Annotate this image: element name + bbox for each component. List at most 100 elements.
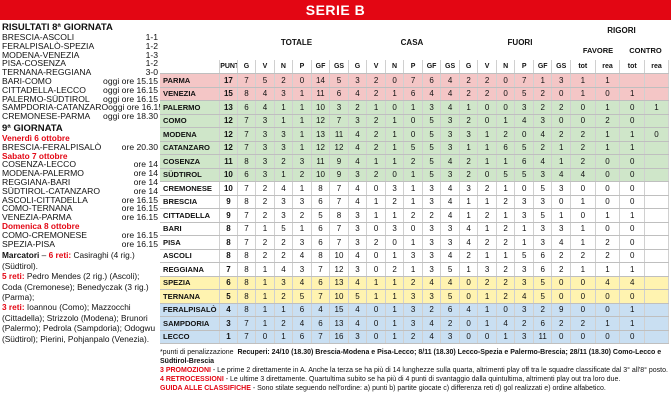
- stat-cell: 4: [551, 168, 571, 182]
- stat-cell: 6: [403, 87, 423, 101]
- stat-cell: 1: [366, 195, 386, 209]
- stat-cell: 6: [533, 262, 553, 277]
- stat-cell: 4: [440, 195, 460, 209]
- result-row: TERNANA-REGGIANA 3-0: [2, 68, 158, 77]
- rule-note: GUIDA ALLE CLASSIFICHE - Sono stilate se…: [160, 384, 669, 393]
- stat-cell: 1: [477, 195, 497, 209]
- stat-cell: 2: [255, 195, 275, 209]
- stat-cell: 3: [514, 303, 534, 317]
- stat-cell: 3: [274, 87, 294, 101]
- stat-cell: 10: [329, 289, 349, 304]
- stat-cell: 2: [570, 141, 596, 155]
- stat-cell: 1: [385, 141, 405, 155]
- stat-cell: 3: [533, 222, 553, 236]
- stat-cell: 4: [422, 87, 442, 101]
- result-row: SAMPDORIA-CATANZARO oggi ore 16.15: [2, 103, 163, 112]
- stat-cell: 0: [366, 249, 386, 263]
- stat-cell: 2: [403, 154, 423, 169]
- stat-cell: 1: [255, 303, 275, 317]
- stat-cell: 0: [570, 289, 596, 304]
- stat-cell: 1: [366, 100, 386, 115]
- stat-cell: 4: [348, 249, 368, 263]
- stat-cell: 1: [403, 262, 423, 277]
- stat-cell: 5: [311, 208, 331, 223]
- match-score: oggi ore 16.15: [103, 84, 158, 95]
- stat-cell: 1: [292, 87, 312, 101]
- match-score: ore 16.15: [121, 203, 158, 214]
- match-score: 3-0: [145, 67, 158, 78]
- stat-cell: 3: [292, 262, 312, 277]
- stat-cell: 3: [514, 195, 534, 209]
- stat-cell: 4: [348, 127, 368, 142]
- stat-cell: 0: [551, 330, 571, 344]
- stat-cell: 2: [496, 127, 516, 142]
- stat-cell: 0: [403, 127, 423, 142]
- column-header: GS: [329, 60, 349, 74]
- stat-cell: 0: [595, 181, 621, 196]
- match-name: VENEZIA-PARMA: [2, 212, 72, 223]
- fixture-row: COMO-CREMONESE ore 16.15: [2, 229, 158, 240]
- stat-cell: 6: [496, 141, 516, 155]
- stat-cell: 2: [533, 303, 553, 317]
- stat-cell: 3: [422, 249, 442, 263]
- stat-cell: 0: [366, 222, 386, 236]
- stat-cell: 1: [477, 249, 497, 263]
- stat-cell: 1: [619, 316, 646, 331]
- column-header-row: PUNTIGVNPGFGSGVNPGFGSGVNPGFGStotreatotre…: [160, 60, 669, 74]
- team-points: 10: [219, 181, 238, 196]
- stat-cell: 2: [533, 87, 553, 101]
- stat-cell: 0: [403, 222, 423, 236]
- stat-cell: 7: [237, 127, 257, 142]
- stat-cell: 1: [570, 222, 596, 236]
- match-score: 1-2: [145, 58, 158, 69]
- stat-cell: 2: [459, 114, 479, 128]
- column-header: PUNTI: [219, 60, 238, 74]
- stat-cell: 3: [292, 235, 312, 250]
- stat-cell: 1: [533, 73, 553, 88]
- stat-cell: 3: [440, 141, 460, 155]
- stat-cell: 0: [619, 168, 646, 182]
- subgroup-contro: CONTRO: [629, 46, 662, 55]
- match-score: 1-2: [145, 40, 158, 51]
- stat-cell: 5: [440, 289, 460, 304]
- table-row: MODENA 12 7 3 3 1 13 11 4 2 1 0 5 3 3 1 2 0 4 2 2 1 1 0: [160, 127, 669, 142]
- stat-cell: 0: [459, 316, 479, 331]
- stat-cell: 2: [366, 168, 386, 182]
- stat-cell: 2: [459, 249, 479, 263]
- stat-cell: 7: [237, 181, 257, 196]
- table-row: PALERMO 13 6 4 1 1 10 3 2 1 0 1 3 4 1 0 0 3 2 2 0 1 0 1: [160, 100, 669, 115]
- stat-cell: 1: [292, 181, 312, 196]
- stat-cell: 8: [237, 249, 257, 263]
- stat-cell: 0: [459, 289, 479, 304]
- results-title: RISULTATI 8ª GIORNATA: [2, 22, 113, 33]
- stat-cell: 1: [385, 249, 405, 263]
- stat-cell: 1: [570, 262, 596, 277]
- table-row: PARMA 17 7 5 2 0 14 5 3 2 0 7 6 4 2 2 0 7 1 3 1 1: [160, 73, 669, 88]
- stat-cell: 4: [292, 249, 312, 263]
- table-row: CREMONESE 10 7 2 4 1 8 7 4 0 3 1 3 4 3 2 1 0 5 3 0 0 0: [160, 181, 669, 196]
- stat-cell: 3: [533, 168, 553, 182]
- stat-cell: 4: [348, 316, 368, 331]
- penalty-note: *punti di penalizzazione: [160, 349, 234, 356]
- stat-cell: 3: [440, 222, 460, 236]
- stat-cell: 5: [348, 289, 368, 304]
- stat-cell: 3: [422, 289, 442, 304]
- stat-cell: 5: [422, 168, 442, 182]
- match-name: SÜDTIROL-CATANZARO: [2, 185, 101, 196]
- team-name: COSENZA: [160, 154, 221, 169]
- stat-cell: 2: [477, 87, 497, 101]
- stat-cell: 1: [255, 222, 275, 236]
- stat-cell: 3: [514, 100, 534, 115]
- table-row: CATANZARO 12 7 3 3 1 12 12 4 2 1 5 5 3 1 1 6 5 2 1 2 1 1: [160, 141, 669, 155]
- fixture-row: ASCOLI-CITTADELLA ore 16.15: [2, 195, 158, 205]
- stat-cell: 2: [496, 235, 516, 250]
- stat-cell: 0: [551, 195, 571, 209]
- stat-cell: 3: [514, 262, 534, 277]
- stat-cell: 7: [237, 316, 257, 331]
- stat-cell: 1: [595, 73, 621, 88]
- match-name: COMO-CREMONESE: [2, 229, 87, 240]
- match-name: PISA-COSENZA: [2, 58, 66, 69]
- stat-cell: 3: [533, 114, 553, 128]
- table-row: ASCOLI 8 8 2 2 4 8 10 4 0 1 3 3 4 2 1 1 5 6 2 2 2 0: [160, 249, 669, 263]
- stat-cell: 7: [329, 195, 349, 209]
